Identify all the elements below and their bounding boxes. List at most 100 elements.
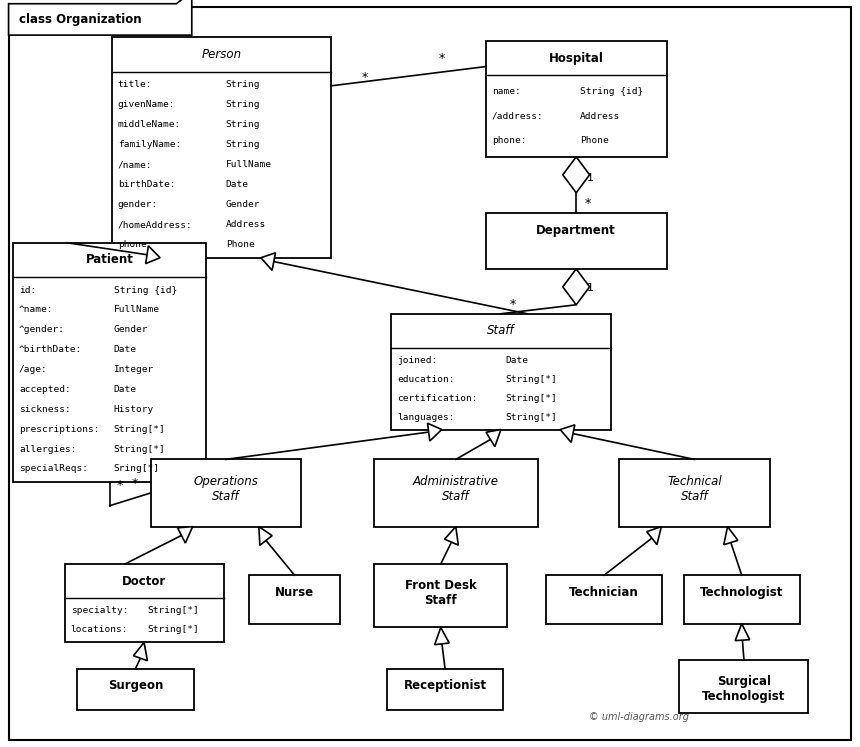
Text: String[*]: String[*] (147, 625, 199, 634)
Text: Nurse: Nurse (275, 586, 314, 599)
Text: Date: Date (114, 345, 137, 354)
Text: Receptionist: Receptionist (403, 679, 487, 692)
Bar (249, 575, 340, 624)
Text: Person: Person (201, 48, 242, 61)
Text: Address: Address (226, 220, 266, 229)
Text: familyName:: familyName: (118, 140, 181, 149)
Text: Hospital: Hospital (549, 52, 604, 65)
Text: ^name:: ^name: (19, 306, 53, 314)
Text: Operations
Staff: Operations Staff (194, 474, 258, 503)
Text: birthDate:: birthDate: (118, 180, 175, 189)
Text: id:: id: (19, 285, 36, 294)
Polygon shape (735, 624, 750, 641)
Text: String[*]: String[*] (114, 444, 165, 453)
Text: *: * (132, 477, 138, 490)
Polygon shape (145, 246, 160, 264)
Text: title:: title: (118, 80, 152, 89)
Bar (387, 669, 503, 710)
Polygon shape (562, 269, 590, 305)
Text: Surgeon: Surgeon (108, 679, 163, 692)
Text: Integer: Integer (114, 365, 154, 374)
Text: certification:: certification: (397, 394, 478, 403)
Text: String[*]: String[*] (506, 394, 557, 403)
Text: Gender: Gender (226, 200, 261, 209)
Text: ^birthDate:: ^birthDate: (19, 345, 83, 354)
Text: *: * (361, 72, 367, 84)
Polygon shape (9, 0, 192, 35)
Text: 1: 1 (587, 283, 593, 294)
Polygon shape (427, 424, 442, 441)
Text: accepted:: accepted: (19, 385, 71, 394)
Polygon shape (133, 642, 147, 660)
Text: Front Desk
Staff: Front Desk Staff (405, 579, 476, 607)
Text: String[*]: String[*] (147, 607, 199, 616)
Text: String: String (226, 120, 261, 129)
Polygon shape (177, 527, 193, 543)
Text: String[*]: String[*] (506, 375, 557, 384)
Text: FullName: FullName (226, 160, 272, 170)
Text: String: String (226, 140, 261, 149)
Text: ^gender:: ^gender: (19, 325, 64, 335)
Polygon shape (647, 527, 661, 545)
Bar (374, 564, 507, 627)
Polygon shape (261, 252, 275, 270)
Polygon shape (486, 430, 501, 447)
Text: /age:: /age: (19, 365, 47, 374)
Text: FullName: FullName (114, 306, 159, 314)
Polygon shape (560, 425, 574, 442)
Text: Technologist: Technologist (700, 586, 783, 599)
Text: allergies:: allergies: (19, 444, 77, 453)
Text: Surgical
Technologist: Surgical Technologist (703, 675, 785, 703)
Text: name:: name: (492, 87, 520, 96)
Text: String[*]: String[*] (114, 424, 165, 434)
Text: *: * (439, 52, 445, 65)
Text: Patient: Patient (86, 253, 133, 267)
Text: Staff: Staff (487, 324, 515, 338)
Text: specialty:: specialty: (71, 607, 128, 616)
Text: sickness:: sickness: (19, 405, 71, 414)
Bar (486, 213, 666, 269)
Text: /homeAddress:: /homeAddress: (118, 220, 193, 229)
Bar (13, 243, 206, 482)
Text: Address: Address (580, 111, 620, 121)
Bar (619, 459, 770, 527)
Bar (546, 575, 662, 624)
Polygon shape (724, 527, 738, 545)
Text: Doctor: Doctor (122, 574, 166, 588)
Text: languages:: languages: (397, 412, 455, 422)
Text: class Organization: class Organization (19, 13, 142, 26)
Text: *: * (585, 197, 591, 210)
Text: Date: Date (226, 180, 249, 189)
Bar (374, 459, 538, 527)
Text: *: * (509, 298, 516, 311)
Text: © uml-diagrams.org: © uml-diagrams.org (589, 712, 689, 722)
Text: locations:: locations: (71, 625, 128, 634)
Text: givenName:: givenName: (118, 100, 175, 109)
Text: gender:: gender: (118, 200, 158, 209)
Bar (679, 660, 808, 713)
Text: Date: Date (506, 356, 528, 365)
Text: Gender: Gender (114, 325, 148, 335)
Text: education:: education: (397, 375, 455, 384)
Text: /address:: /address: (492, 111, 544, 121)
Text: Phone: Phone (226, 241, 255, 249)
Text: Phone: Phone (580, 137, 609, 146)
Text: Administrative
Staff: Administrative Staff (413, 474, 499, 503)
Polygon shape (562, 157, 590, 193)
Polygon shape (434, 627, 449, 645)
Text: String {id}: String {id} (114, 285, 177, 294)
Bar (64, 564, 224, 642)
Text: Sring[*]: Sring[*] (114, 465, 159, 474)
Bar (112, 37, 331, 258)
Text: middleName:: middleName: (118, 120, 181, 129)
Bar (684, 575, 800, 624)
Bar (150, 459, 301, 527)
Text: phone:: phone: (492, 137, 526, 146)
Text: Date: Date (114, 385, 137, 394)
Bar (391, 314, 611, 430)
Text: History: History (114, 405, 154, 414)
Polygon shape (259, 527, 272, 545)
Text: /name:: /name: (118, 160, 152, 170)
Text: prescriptions:: prescriptions: (19, 424, 100, 434)
Text: String: String (226, 100, 261, 109)
